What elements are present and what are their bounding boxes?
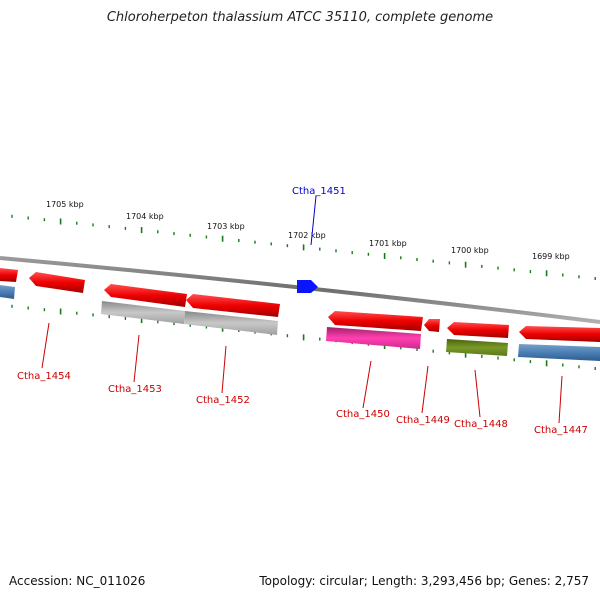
- gene-arrow-ctha-1449[interactable]: [424, 319, 440, 332]
- gene-label[interactable]: Ctha_1447: [534, 425, 588, 436]
- gene-arrow[interactable]: [0, 268, 18, 282]
- gene-arrow-ctha-1451[interactable]: [297, 280, 318, 293]
- kbp-label: 1704 kbp: [126, 212, 164, 221]
- gene-block-lower-1450[interactable]: [326, 327, 421, 349]
- gene-block-lower-1448[interactable]: [446, 339, 508, 356]
- gene-label[interactable]: Ctha_1453: [108, 384, 162, 395]
- gene-block-lower-1447[interactable]: [518, 344, 600, 361]
- accession-text: Accession: NC_011026: [9, 574, 146, 588]
- gene-label[interactable]: Ctha_1451: [292, 186, 346, 197]
- gene-block-lower-1452[interactable]: [184, 311, 278, 335]
- gene-arrow-ctha-1452[interactable]: [186, 294, 280, 317]
- gene-label[interactable]: Ctha_1449: [396, 415, 450, 426]
- kbp-label: 1703 kbp: [207, 222, 245, 231]
- gene-arrow-ctha-1447[interactable]: [519, 326, 600, 342]
- forward-strand-genes: [0, 268, 600, 342]
- kbp-scale: 1705 kbp 1704 kbp 1703 kbp 1702 kbp 1701…: [46, 200, 570, 261]
- reverse-strand-genes: [0, 285, 600, 361]
- kbp-label: 1699 kbp: [532, 252, 570, 261]
- gene-block-lower-1453[interactable]: [101, 301, 185, 324]
- outer-tick-row: [11, 214, 596, 280]
- gene-arrow-ctha-1454[interactable]: [29, 272, 85, 293]
- map-title: Chloroherpeton thalassium ATCC 35110, co…: [106, 10, 494, 25]
- genome-summary-text: Topology: circular; Length: 3,293,456 bp…: [259, 574, 589, 588]
- kbp-label: 1700 kbp: [451, 246, 489, 255]
- kbp-label: 1701 kbp: [369, 239, 407, 248]
- gene-label[interactable]: Ctha_1448: [454, 419, 508, 430]
- gene-label[interactable]: Ctha_1454: [17, 371, 71, 382]
- label-leaders: [41, 195, 563, 424]
- gene-arrow-ctha-1453[interactable]: [104, 284, 187, 307]
- gene-arrow-ctha-1450[interactable]: [328, 311, 423, 331]
- gene-label[interactable]: Ctha_1452: [196, 395, 250, 406]
- kbp-label: 1702 kbp: [288, 231, 326, 240]
- gene-label[interactable]: Ctha_1450: [336, 409, 390, 420]
- gene-labels: Ctha_1454 Ctha_1453 Ctha_1452 Ctha_1451 …: [17, 186, 588, 436]
- kbp-label: 1705 kbp: [46, 200, 84, 209]
- gene-arrow-ctha-1448[interactable]: [447, 322, 509, 338]
- gene-block-lower-1454[interactable]: [0, 285, 15, 299]
